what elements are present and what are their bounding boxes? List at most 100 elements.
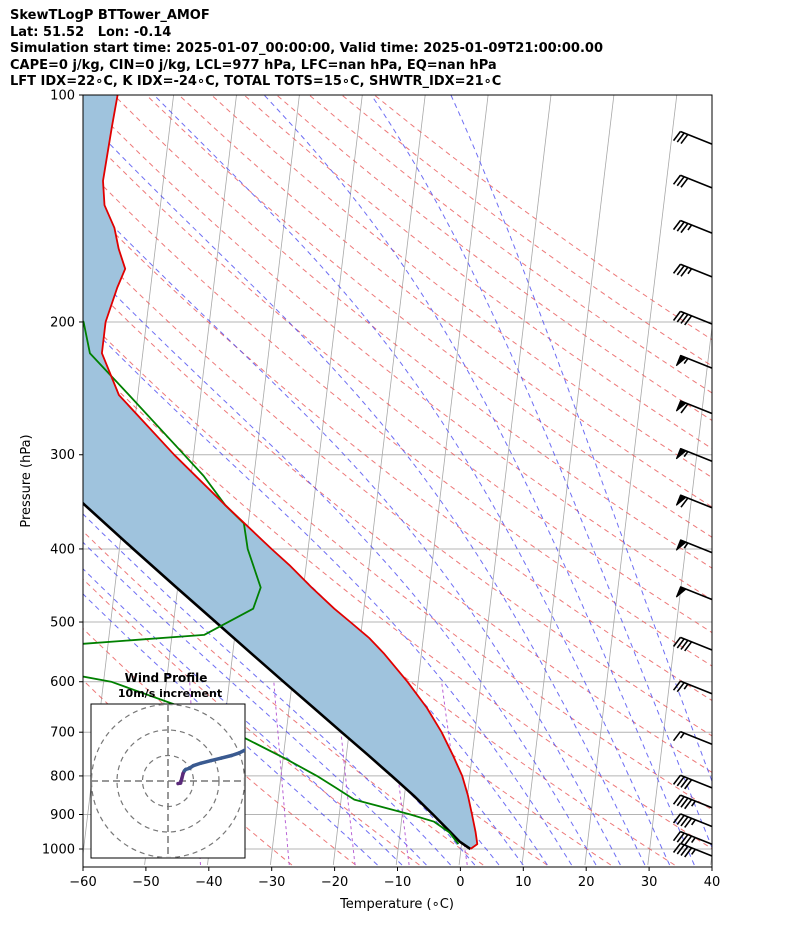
dry-adiabat-line bbox=[83, 130, 712, 634]
wind-barb bbox=[672, 310, 713, 326]
barb-feather bbox=[672, 813, 682, 824]
hodograph-ring bbox=[91, 704, 245, 858]
x-tick-label: −40 bbox=[195, 875, 222, 890]
mixing-ratio-line bbox=[273, 681, 290, 866]
x-axis-ticks: −60 −50 −40 −30 −20 −10 0 10 20 30 40 bbox=[69, 867, 720, 890]
dry-adiabat-line bbox=[83, 237, 712, 737]
dry-adiabat-line bbox=[211, 95, 712, 479]
barb-staff bbox=[680, 830, 713, 845]
barb-staff bbox=[680, 310, 713, 325]
barb-feather bbox=[676, 265, 685, 276]
barb-flag bbox=[675, 586, 687, 598]
barb-feather bbox=[684, 847, 693, 858]
y-tick-label: 800 bbox=[50, 769, 75, 784]
barb-half-feather bbox=[690, 848, 696, 855]
barb-feather bbox=[676, 682, 685, 693]
barb-feather bbox=[680, 223, 689, 234]
barb-feather bbox=[684, 315, 693, 326]
barb-feather bbox=[672, 220, 682, 231]
hodograph-segment bbox=[199, 758, 213, 765]
barb-feather bbox=[676, 814, 685, 825]
moist-adiabat-line bbox=[83, 593, 378, 866]
location-line: Lat: 51.52 Lon: -0.14 bbox=[10, 24, 172, 40]
dry-adiabat-line bbox=[83, 315, 712, 811]
barb-half-feather bbox=[690, 800, 696, 807]
barb-feather bbox=[676, 176, 685, 187]
barb-feather bbox=[676, 132, 685, 143]
hodograph-segment bbox=[219, 753, 234, 760]
barb-half-feather bbox=[683, 683, 689, 690]
dry-adiabat-line bbox=[145, 95, 712, 538]
barb-feather bbox=[672, 636, 682, 647]
moist-adiabat-line bbox=[83, 568, 403, 866]
barb-feather bbox=[672, 174, 682, 185]
barb-feather bbox=[676, 796, 685, 807]
barb-flag bbox=[675, 539, 687, 551]
x-tick-label: 20 bbox=[578, 875, 595, 890]
x-tick-label: 10 bbox=[515, 875, 532, 890]
moist-adiabat-line bbox=[83, 513, 451, 866]
wind-barb bbox=[672, 263, 713, 278]
barb-flag bbox=[675, 447, 687, 460]
hodograph-subtitle: 10m/s increment bbox=[118, 687, 222, 700]
barb-feather bbox=[680, 313, 689, 324]
wind-barb bbox=[672, 130, 713, 145]
barb-half-feather bbox=[683, 542, 689, 549]
barb-feather bbox=[684, 779, 693, 790]
barb-staff bbox=[680, 774, 713, 789]
barb-feather bbox=[672, 774, 682, 785]
wind-barb bbox=[675, 447, 713, 462]
profile-lines bbox=[83, 95, 479, 851]
barb-half-feather bbox=[687, 268, 693, 275]
dry-adiabat-line bbox=[83, 627, 356, 866]
x-tick-label: 30 bbox=[641, 875, 658, 890]
indices-line: LFT IDX=22∘C, K IDX=-24∘C, TOTAL TOTS=15… bbox=[10, 74, 502, 90]
barb-half-feather bbox=[687, 224, 693, 231]
moist-adiabat-line bbox=[450, 95, 712, 783]
barb-feather bbox=[680, 797, 689, 808]
isotherm-line bbox=[710, 850, 712, 866]
barb-staff bbox=[680, 636, 713, 651]
y-axis-label: Pressure (hPa) bbox=[19, 434, 34, 527]
dry-adiabat-line bbox=[178, 95, 712, 508]
barb-flag bbox=[675, 494, 687, 506]
wind-barb bbox=[672, 680, 713, 695]
isotherm-line bbox=[647, 323, 712, 866]
barb-feather bbox=[680, 403, 689, 414]
dry-adiabat-line bbox=[83, 200, 712, 702]
barb-staff bbox=[680, 730, 713, 745]
barb-feather bbox=[672, 731, 682, 742]
x-tick-label: −20 bbox=[321, 875, 348, 890]
barb-feather bbox=[676, 844, 685, 855]
dry-adiabat-line bbox=[83, 275, 712, 773]
barb-flag bbox=[675, 400, 687, 412]
barb-feather bbox=[684, 799, 693, 810]
moist-adiabat-line bbox=[83, 194, 621, 866]
dry-adiabat-line bbox=[243, 95, 712, 450]
wind-barb bbox=[675, 400, 713, 415]
barb-feather bbox=[672, 680, 682, 691]
cape-line: CAPE=0 j/kg, CIN=0 j/kg, LCL=977 hPa, LF… bbox=[10, 57, 497, 73]
wind-barb bbox=[672, 730, 713, 745]
moist-adiabats bbox=[83, 95, 712, 866]
y-tick-label: 200 bbox=[50, 315, 75, 330]
barb-feather bbox=[680, 639, 689, 650]
barb-feather bbox=[680, 777, 689, 788]
barb-staff bbox=[680, 263, 713, 278]
temperature-parcel-fill bbox=[83, 95, 478, 849]
wind-barb bbox=[672, 794, 713, 810]
dry-adiabat-line bbox=[276, 95, 712, 422]
barb-feather bbox=[672, 131, 682, 142]
moist-adiabat-line bbox=[153, 95, 671, 866]
isotherm-line bbox=[774, 95, 794, 865]
x-tick-label: 40 bbox=[704, 875, 721, 890]
x-tick-label: 0 bbox=[456, 875, 464, 890]
chart-header: SkewTLogP BTTower_AMOF Lat: 51.52 Lon: -… bbox=[10, 8, 603, 91]
wind-barb bbox=[675, 354, 713, 369]
moist-adiabat-line bbox=[83, 261, 597, 866]
y-tick-label: 700 bbox=[50, 726, 75, 741]
time-line: Simulation start time: 2025-01-07_00:00:… bbox=[10, 41, 603, 57]
hodograph-inset: Wind Profile 10m/s increment bbox=[90, 671, 246, 859]
y-tick-label: 1000 bbox=[42, 843, 75, 858]
y-tick-label: 300 bbox=[50, 448, 75, 463]
